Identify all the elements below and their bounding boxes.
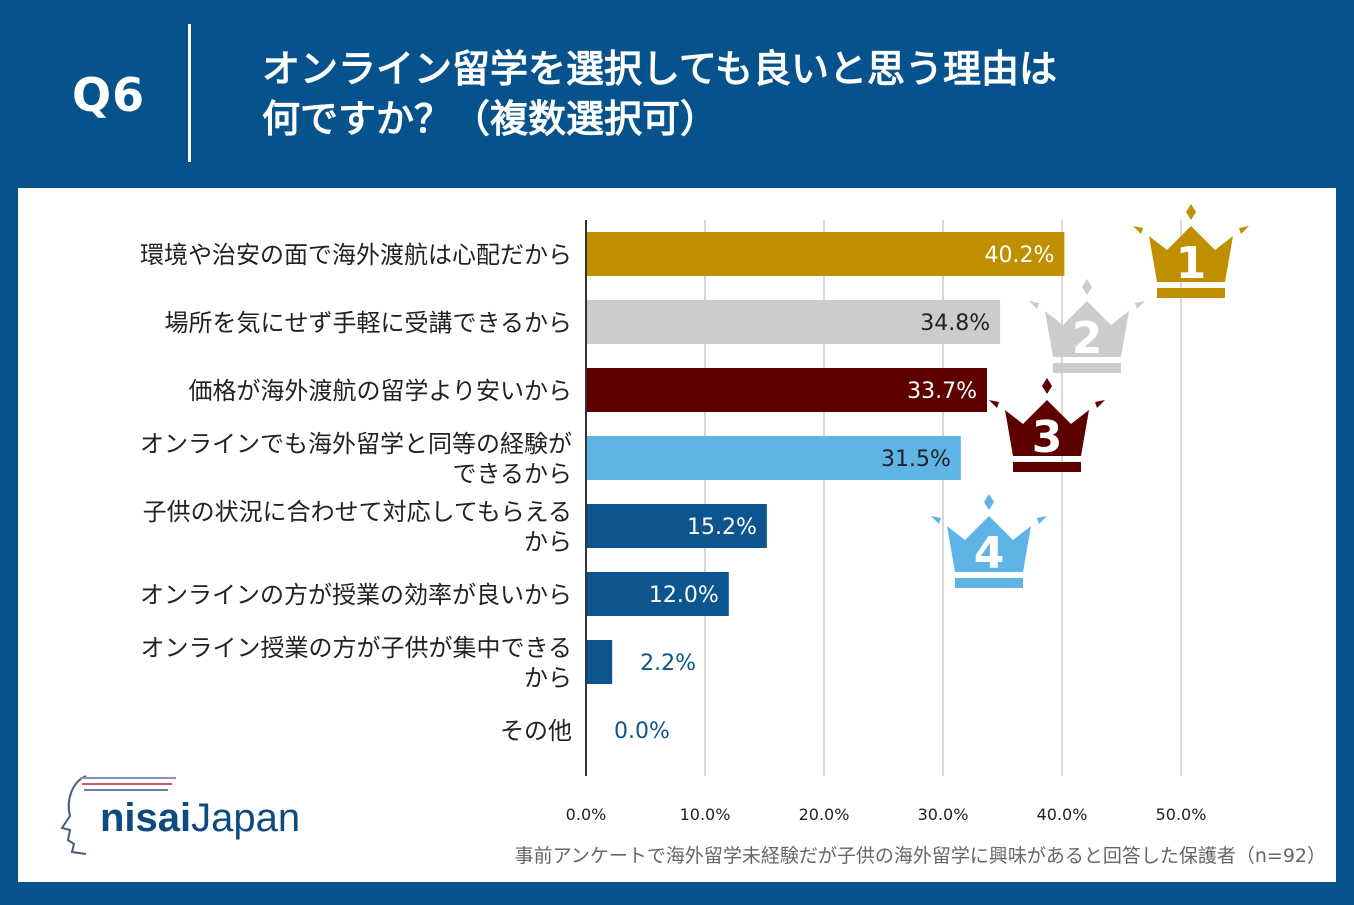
category-label: から — [524, 528, 572, 556]
logo-lines — [80, 777, 176, 791]
bar-value-label: 34.8% — [920, 311, 990, 336]
x-tick-label: 0.0% — [566, 805, 607, 824]
footnote: 事前アンケートで海外留学未経験だが子供の海外留学に興味があると回答した保護者（n… — [514, 845, 1326, 867]
bar-value-label: 2.2% — [640, 651, 696, 676]
category-label: できるから — [452, 460, 572, 488]
header: Q6 オンライン留学を選択しても良いと思う理由は 何ですか？（複数選択可） — [0, 0, 1354, 188]
logo-brand-rest: Japan — [191, 796, 301, 840]
crown-rank-number: 2 — [1072, 313, 1103, 364]
question-number: Q6 — [72, 68, 146, 122]
x-tick-label: 40.0% — [1037, 805, 1088, 824]
chart-panel: 40.2% 環境や治安の面で海外渡航は心配だから 34.8% 場所を気にせず手軽に受講… — [18, 188, 1336, 882]
title-line-1: オンライン留学を選択しても良いと思う理由は — [262, 47, 1057, 91]
bar-value-label: 0.0% — [614, 719, 670, 744]
bar-value-label: 31.5% — [881, 447, 951, 472]
category-label: から — [524, 664, 572, 692]
category-label: 価格が海外渡航の留学より安いから — [188, 377, 572, 405]
x-tick-label: 50.0% — [1156, 805, 1207, 824]
category-label: オンラインでも海外留学と同等の経験が — [140, 430, 572, 458]
category-label: その他 — [500, 717, 572, 745]
category-label: 子供の状況に合わせて対応してもらえる — [143, 498, 572, 526]
category-label: オンライン授業の方が子供が集中できる — [140, 634, 572, 662]
bar-value-label: 33.7% — [907, 379, 977, 404]
crown-rank-number: 1 — [1176, 238, 1207, 289]
page-title: オンライン留学を選択しても良いと思う理由は 何ですか？（複数選択可） — [262, 44, 1302, 144]
x-tick-label: 20.0% — [799, 805, 850, 824]
bar — [586, 504, 767, 548]
category-label: 環境や治安の面で海外渡航は心配だから — [140, 241, 572, 269]
crown-rank-1-icon: 1 — [1133, 204, 1249, 298]
crown-rank-2-icon: 2 — [1029, 279, 1145, 373]
bar-value-label: 40.2% — [984, 243, 1054, 268]
bar — [586, 572, 729, 616]
logo-brand-bold: nisai — [100, 796, 192, 840]
title-line-2: 何ですか？（複数選択可） — [262, 97, 719, 141]
bar — [586, 436, 961, 480]
bar — [586, 300, 1001, 344]
bar — [586, 640, 613, 684]
x-tick-label: 10.0% — [680, 805, 731, 824]
crown-rank-3-icon: 3 — [989, 378, 1105, 472]
crown-rank-4-icon: 4 — [931, 494, 1047, 588]
bar-value-label: 15.2% — [687, 515, 757, 540]
crown-rank-number: 3 — [1032, 412, 1063, 463]
x-tick-label: 30.0% — [918, 805, 969, 824]
logo-wordmark: nisaiJapan — [100, 796, 300, 841]
category-label: オンラインの方が授業の効率が良いから — [140, 581, 572, 609]
category-label: 場所を気にせず手軽に受講できるから — [164, 309, 572, 337]
header-divider — [188, 24, 191, 162]
bar-chart: 40.2% 環境や治安の面で海外渡航は心配だから 34.8% 場所を気にせず手軽に受講… — [140, 204, 1249, 824]
bar — [586, 232, 1065, 276]
crown-rank-number: 4 — [974, 528, 1005, 579]
bar — [586, 368, 988, 412]
nisai-japan-logo: nisaiJapan — [56, 770, 316, 860]
bar-value-label: 12.0% — [649, 583, 719, 608]
